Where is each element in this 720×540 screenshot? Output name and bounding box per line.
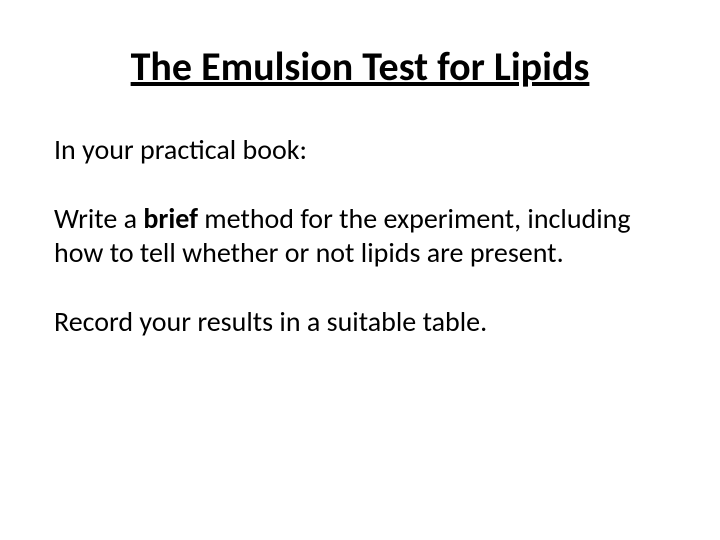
paragraph-3: Record your results in a suitable table. [54,305,666,340]
slide-title: The Emulsion Test for Lipids [54,42,666,91]
paragraph-2-bold: brief [143,201,198,236]
slide-body: In your practical book: Write a brief me… [54,133,666,340]
paragraph-2-pre: Write a [54,201,143,236]
slide: The Emulsion Test for Lipids In your pra… [0,0,720,540]
paragraph-2: Write a brief method for the experiment,… [54,202,666,271]
paragraph-1: In your practical book: [54,133,666,168]
